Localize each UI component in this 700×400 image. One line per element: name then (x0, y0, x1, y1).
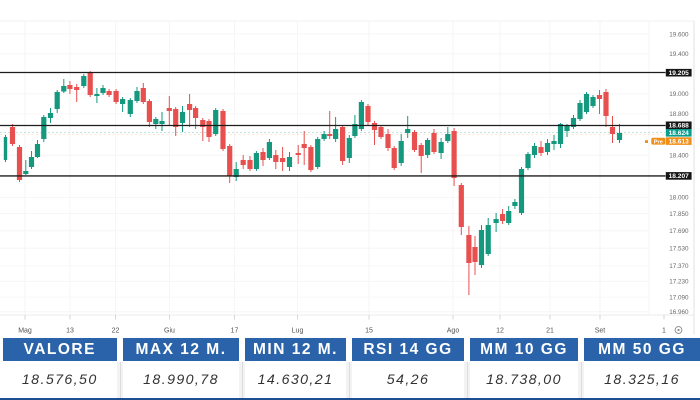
svg-text:22: 22 (112, 328, 120, 335)
svg-text:13: 13 (66, 328, 74, 335)
svg-text:18.207: 18.207 (669, 173, 690, 180)
svg-text:16.960: 16.960 (669, 309, 689, 316)
svg-text:15: 15 (365, 328, 373, 335)
svg-text:17.370: 17.370 (669, 263, 689, 270)
svg-text:18.688: 18.688 (669, 123, 690, 130)
svg-text:19.000: 19.000 (669, 91, 689, 98)
svg-text:21: 21 (546, 328, 554, 335)
svg-text:18.800: 18.800 (669, 111, 689, 118)
svg-text:18.624: 18.624 (669, 130, 690, 137)
svg-text:17.850: 17.850 (669, 211, 689, 218)
svg-text:19.205: 19.205 (669, 70, 690, 77)
svg-text:18.613: 18.613 (669, 138, 690, 145)
svg-text:Set: Set (595, 328, 606, 335)
svg-text:17.090: 17.090 (669, 294, 689, 301)
svg-text:19.400: 19.400 (669, 51, 689, 58)
svg-text:19.600: 19.600 (669, 31, 689, 38)
svg-text:17.690: 17.690 (669, 228, 689, 235)
svg-text:Ago: Ago (447, 328, 460, 335)
svg-text:12: 12 (496, 328, 504, 335)
svg-text:Giu: Giu (164, 328, 175, 335)
svg-text:Pre: Pre (654, 139, 663, 145)
svg-text:17: 17 (231, 328, 239, 335)
svg-text:17.230: 17.230 (669, 279, 689, 286)
svg-text:17.530: 17.530 (669, 246, 689, 253)
svg-text:18.000: 18.000 (669, 195, 689, 202)
svg-text:1: 1 (662, 328, 666, 335)
svg-text:18.400: 18.400 (669, 153, 689, 160)
svg-text:Lug: Lug (292, 328, 304, 335)
svg-text:Mag: Mag (18, 328, 32, 335)
